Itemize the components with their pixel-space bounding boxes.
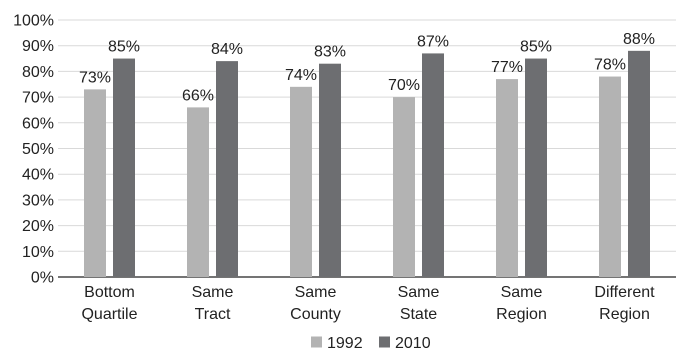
y-tick-label: 0%: [31, 270, 54, 287]
legend-label-2010: 2010: [395, 335, 431, 352]
data-label-2010-5: 88%: [623, 31, 655, 48]
bar-2010-1: [216, 61, 238, 278]
bar-1992-2: [290, 86, 312, 277]
data-label-1992-4: 77%: [491, 59, 523, 76]
bar-1992-5: [599, 76, 621, 277]
x-axis-categories: Bottom Quartile Same Tract Same County Same Sta…: [81, 284, 655, 323]
legend-label-1992: 1992: [327, 335, 363, 352]
y-tick-label: 20%: [22, 218, 54, 235]
bar-2010-0: [113, 58, 135, 277]
legend: 1992 2010: [311, 335, 431, 352]
y-tick-label: 50%: [22, 141, 54, 158]
x-category-label: Region: [496, 306, 547, 323]
x-category-label: County: [290, 306, 341, 323]
bar-2010-5: [628, 50, 650, 278]
data-label-2010-1: 84%: [211, 41, 243, 58]
x-category-label: Same: [192, 284, 234, 301]
data-label-1992-2: 74%: [285, 67, 317, 84]
legend-swatch-1992: [311, 336, 322, 348]
x-category-label: Bottom: [84, 284, 135, 301]
bar-1992-4: [496, 79, 518, 277]
y-tick-label: 40%: [22, 167, 54, 184]
bar-2010-4: [525, 58, 547, 277]
y-axis-ticks: 0% 10% 20% 30% 40% 50% 60% 70% 80% 90% 100%: [13, 13, 54, 287]
bar-1992-0: [84, 89, 106, 277]
x-category-label: Quartile: [81, 306, 137, 323]
y-tick-label: 30%: [22, 192, 54, 209]
bars: [84, 50, 650, 278]
data-label-2010-0: 85%: [108, 39, 140, 56]
data-label-1992-1: 66%: [182, 87, 214, 104]
data-labels: 73% 85% 66% 84% 74% 83% 70% 87% 77% 85% 78% 88%: [79, 31, 655, 105]
y-tick-label: 10%: [22, 244, 54, 261]
data-label-1992-5: 78%: [594, 57, 626, 74]
data-label-2010-4: 85%: [520, 39, 552, 56]
y-tick-label: 100%: [13, 13, 54, 30]
bar-1992-1: [187, 107, 209, 277]
x-category-label: Different: [594, 284, 655, 301]
y-tick-label: 70%: [22, 90, 54, 107]
data-label-1992-0: 73%: [79, 69, 111, 86]
bar-2010-3: [422, 53, 444, 277]
bar-1992-3: [393, 97, 415, 277]
x-category-label: Tract: [195, 306, 231, 323]
x-category-label: Region: [599, 306, 650, 323]
y-tick-label: 90%: [22, 38, 54, 55]
x-category-label: Same: [295, 284, 337, 301]
data-label-2010-2: 83%: [314, 44, 346, 61]
legend-swatch-2010: [379, 336, 390, 348]
y-tick-label: 80%: [22, 64, 54, 81]
data-label-1992-3: 70%: [388, 77, 420, 94]
bar-2010-2: [319, 63, 341, 277]
y-tick-label: 60%: [22, 115, 54, 132]
x-category-label: Same: [501, 284, 543, 301]
gridlines: [58, 19, 676, 278]
x-category-label: Same: [398, 284, 440, 301]
data-label-2010-3: 87%: [417, 33, 449, 50]
x-category-label: State: [400, 306, 437, 323]
